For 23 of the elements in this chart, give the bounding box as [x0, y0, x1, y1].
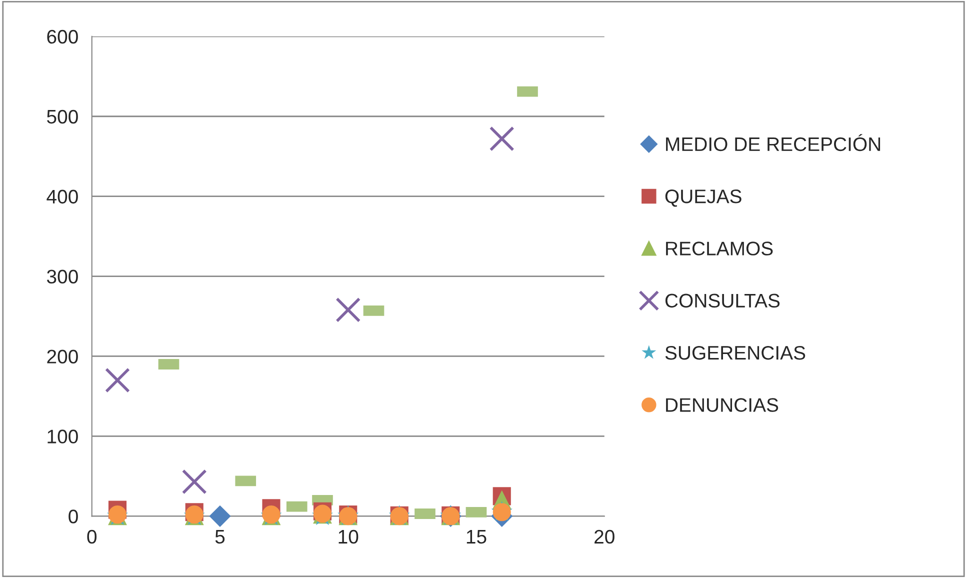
y-tick-label: 0 [68, 510, 78, 524]
x-tick-label: 5 [215, 530, 225, 544]
y-tick-label: 600 [47, 30, 78, 44]
point [209, 506, 231, 527]
point [182, 469, 207, 494]
y-tick-label: 400 [46, 190, 78, 204]
x-tick-label: 15 [466, 530, 486, 544]
legend-label: CONSULTAS [665, 294, 780, 308]
x-tick-label: 20 [594, 530, 614, 544]
legend-label: MEDIO DE RECEPCIÓN [666, 134, 880, 152]
point [489, 126, 514, 152]
point [104, 368, 130, 393]
y-tick-label: 300 [46, 270, 78, 284]
legend-label: QUEJAS [665, 190, 742, 207]
x-tick-label: 0 [87, 530, 97, 544]
legend-label: RECLAMOS [666, 242, 773, 256]
y-tick-label: 500 [47, 110, 78, 124]
point [336, 297, 361, 322]
y-tick-label: 200 [47, 350, 78, 364]
legend-label: SUGERENCIAS [665, 346, 806, 360]
x-tick-label: 10 [338, 530, 358, 544]
y-tick-label: 100 [48, 430, 78, 444]
legend-label: DENUNCIAS [666, 398, 778, 412]
